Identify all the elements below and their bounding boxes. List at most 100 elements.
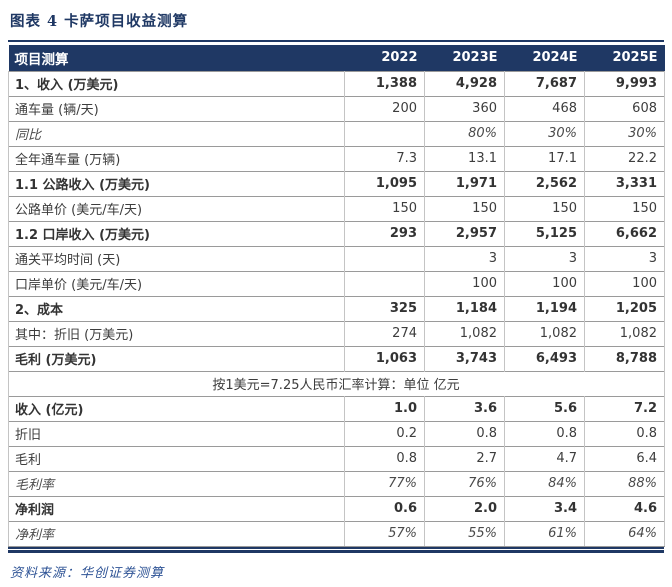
cell-value: 1,082 <box>584 320 665 346</box>
cell-value: 1,095 <box>344 170 425 196</box>
table-bottom-rule <box>8 546 664 553</box>
cell-value: 200 <box>344 95 425 121</box>
exchange-rate-note-cell: 按1美元=7.25人民币汇率计算：单位 亿元 <box>8 370 665 396</box>
row-label: 毛利 <box>8 445 345 471</box>
cell-value: 1,184 <box>424 295 505 321</box>
cell-value: 0.2 <box>344 420 425 446</box>
cell-value: 57% <box>344 520 425 547</box>
cell-value: 150 <box>344 195 425 221</box>
row-label: 1.2 口岸收入 (万美元) <box>8 220 345 246</box>
cell-value: 293 <box>344 220 425 246</box>
cell-value: 2,957 <box>424 220 505 246</box>
cell-value: 0.8 <box>424 420 505 446</box>
cell-value: 4.7 <box>504 445 585 471</box>
cell-value: 7,687 <box>504 70 585 96</box>
table-row: 1.1 公路收入 (万美元) 1,095 1,971 2,562 3,331 <box>8 170 665 196</box>
cell-value: 3,331 <box>584 170 665 196</box>
row-label: 2、成本 <box>8 295 345 321</box>
header-cell-2023e: 2023E <box>424 45 505 71</box>
cell-value: 8,788 <box>584 345 665 371</box>
cell-value: 64% <box>584 520 665 547</box>
table-row: 通车量 (辆/天) 200 360 468 608 <box>8 95 665 121</box>
cell-value: 1,388 <box>344 70 425 96</box>
cell-value: 3.6 <box>424 395 505 421</box>
cell-value: 100 <box>424 270 505 296</box>
cell-value: 7.3 <box>344 145 425 171</box>
cell-value: 1,971 <box>424 170 505 196</box>
cell-value: 3 <box>504 245 585 271</box>
cell-value: 5.6 <box>504 395 585 421</box>
table-body: 1、收入 (万美元) 1,388 4,928 7,687 9,993 通车量 (辆/天) 2… <box>8 70 665 547</box>
cell-value <box>344 245 425 271</box>
cell-value: 274 <box>344 320 425 346</box>
cell-value: 3.4 <box>504 495 585 521</box>
cell-value: 3 <box>424 245 505 271</box>
row-label: 收入 (亿元) <box>8 395 345 421</box>
table-row: 通关平均时间 (天) 3 3 3 <box>8 245 665 271</box>
table-row: 2、成本 325 1,184 1,194 1,205 <box>8 295 665 321</box>
header-cell-label: 项目测算 <box>8 45 345 71</box>
source-note: 资料来源：华创证券测算 <box>10 565 165 581</box>
cell-value: 0.8 <box>344 445 425 471</box>
cell-value: 150 <box>504 195 585 221</box>
cell-value: 0.8 <box>584 420 665 446</box>
cell-value: 13.1 <box>424 145 505 171</box>
figure-title: 图表 4 卡萨项目收益测算 <box>10 13 189 30</box>
cell-value: 55% <box>424 520 505 547</box>
table-row: 口岸单价 (美元/车/天) 100 100 100 <box>8 270 665 296</box>
cell-value: 1,063 <box>344 345 425 371</box>
row-label: 1、收入 (万美元) <box>8 70 345 96</box>
cell-value: 6.4 <box>584 445 665 471</box>
cell-value: 4,928 <box>424 70 505 96</box>
cell-value: 1,082 <box>424 320 505 346</box>
cell-value: 7.2 <box>584 395 665 421</box>
row-label: 1.1 公路收入 (万美元) <box>8 170 345 196</box>
cell-value: 6,493 <box>504 345 585 371</box>
table-top-rule <box>8 40 664 42</box>
cell-value: 468 <box>504 95 585 121</box>
row-label: 毛利 (万美元) <box>8 345 345 371</box>
cell-value <box>344 270 425 296</box>
row-label: 同比 <box>8 120 345 146</box>
table-row: 收入 (亿元) 1.0 3.6 5.6 7.2 <box>8 395 665 421</box>
row-label: 净利率 <box>8 520 345 547</box>
table-row: 按1美元=7.25人民币汇率计算：单位 亿元 <box>8 370 665 396</box>
table-row: 1.2 口岸收入 (万美元) 293 2,957 5,125 6,662 <box>8 220 665 246</box>
table-row: 公路单价 (美元/车/天) 150 150 150 150 <box>8 195 665 221</box>
cell-value: 0.8 <box>504 420 585 446</box>
cell-value: 1,082 <box>504 320 585 346</box>
header-cell-2022: 2022 <box>344 45 425 71</box>
table-row: 1、收入 (万美元) 1,388 4,928 7,687 9,993 <box>8 70 665 96</box>
header-cell-2025e: 2025E <box>584 45 665 71</box>
cell-value: 61% <box>504 520 585 547</box>
row-label: 折旧 <box>8 420 345 446</box>
cell-value: 4.6 <box>584 495 665 521</box>
table-row: 毛利 (万美元) 1,063 3,743 6,493 8,788 <box>8 345 665 371</box>
table-row: 净利率 57% 55% 61% 64% <box>8 520 665 547</box>
header-cell-2024e: 2024E <box>504 45 585 71</box>
cell-value: 2,562 <box>504 170 585 196</box>
row-label: 毛利率 <box>8 470 345 496</box>
row-label: 公路单价 (美元/车/天) <box>8 195 345 221</box>
cell-value: 76% <box>424 470 505 496</box>
cell-value: 0.6 <box>344 495 425 521</box>
cell-value: 1,205 <box>584 295 665 321</box>
cell-value: 2.0 <box>424 495 505 521</box>
cell-value: 5,125 <box>504 220 585 246</box>
row-label: 口岸单价 (美元/车/天) <box>8 270 345 296</box>
cell-value: 100 <box>504 270 585 296</box>
cell-value: 2.7 <box>424 445 505 471</box>
cell-value: 1.0 <box>344 395 425 421</box>
cell-value: 30% <box>504 120 585 146</box>
cell-value: 325 <box>344 295 425 321</box>
cell-value: 80% <box>424 120 505 146</box>
cell-value: 88% <box>584 470 665 496</box>
cell-value: 9,993 <box>584 70 665 96</box>
cell-value: 22.2 <box>584 145 665 171</box>
cell-value: 30% <box>584 120 665 146</box>
cell-value: 360 <box>424 95 505 121</box>
cell-value: 3,743 <box>424 345 505 371</box>
cell-value: 100 <box>584 270 665 296</box>
cell-value: 3 <box>584 245 665 271</box>
